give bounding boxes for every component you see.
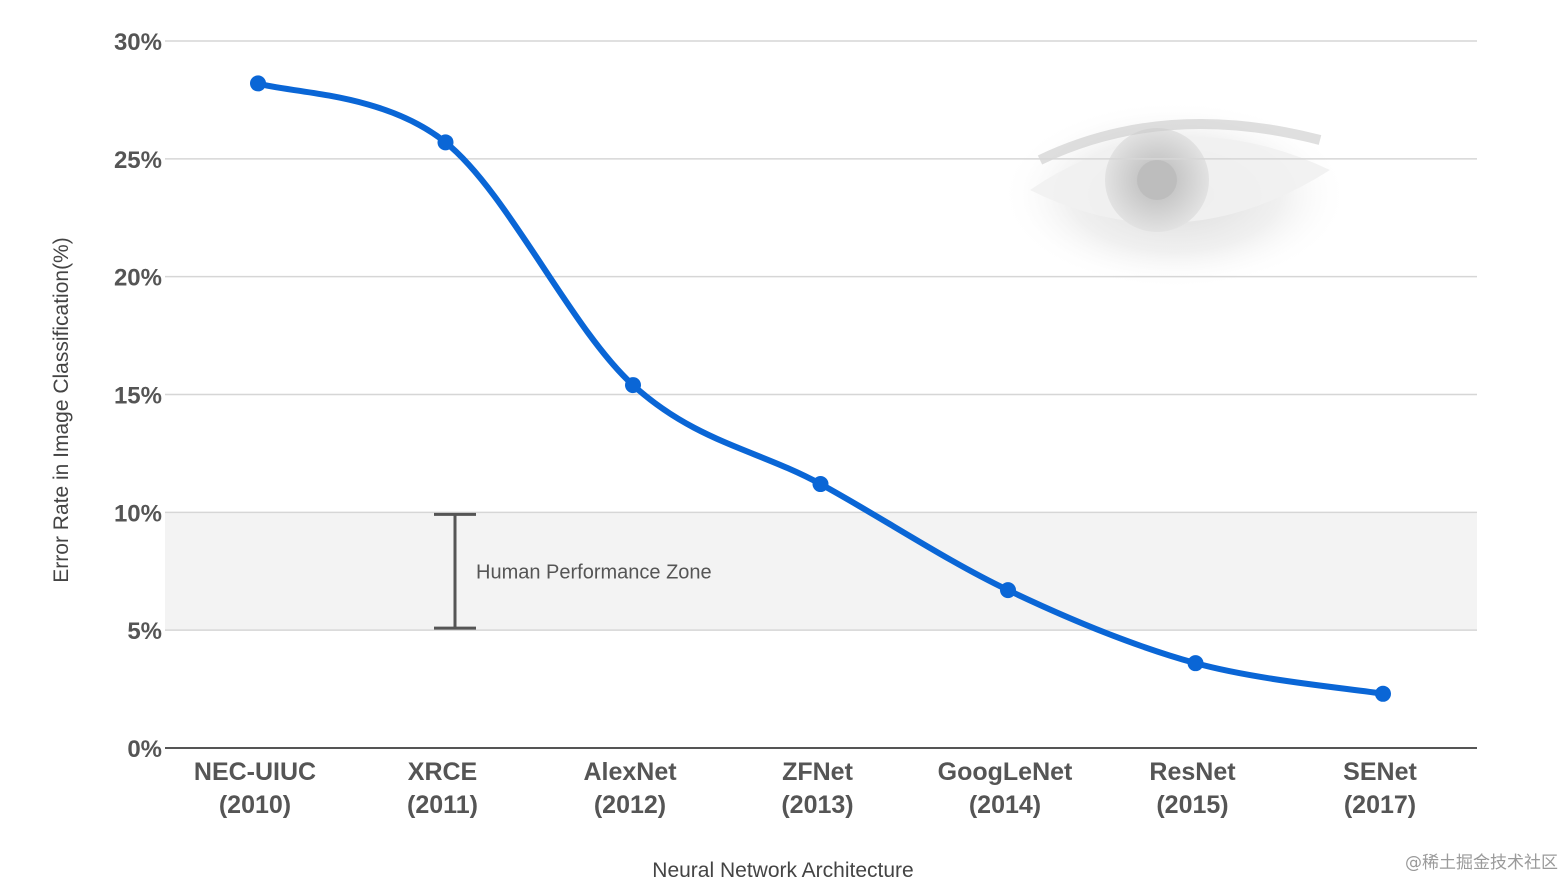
x-category-year: (2014) (969, 791, 1041, 819)
data-point-alexnet (625, 377, 641, 394)
human-performance-band (165, 512, 1477, 631)
x-category-name: GoogLeNet (938, 758, 1073, 786)
x-category-name: ResNet (1149, 758, 1236, 786)
x-category-year: (2012) (594, 791, 666, 819)
y-tick-labels: 0% 5% 10% 15% 20% 25% 30% (114, 29, 162, 763)
watermark-text: @稀土掘金技术社区 (1405, 853, 1558, 873)
data-point-nec-uiuc (250, 75, 266, 92)
x-category-year: (2015) (1156, 791, 1228, 819)
x-category-year: (2013) (781, 791, 853, 819)
data-point-resnet (1187, 655, 1204, 672)
y-tick-label: 15% (114, 383, 162, 410)
y-axis-title: Error Rate in Image Classification(%) (50, 237, 73, 582)
x-axis-title: Neural Network Architecture (652, 859, 913, 880)
data-point-googlenet (1000, 582, 1016, 599)
band-label: Human Performance Zone (476, 561, 712, 583)
y-tick-label: 5% (127, 618, 162, 645)
bands (165, 512, 1477, 631)
x-category-name: SENet (1343, 758, 1417, 786)
y-tick-label: 20% (114, 265, 162, 292)
x-category-year: (2010) (219, 791, 291, 819)
band-range-marker (434, 512, 476, 630)
x-category-name: XRCE (408, 758, 477, 786)
x-category-year: (2011) (407, 791, 478, 819)
y-tick-label: 0% (127, 736, 162, 763)
gridlines (165, 40, 1477, 749)
annotations: Human Performance Zone (434, 512, 712, 630)
y-tick-label: 10% (114, 500, 162, 527)
data-point-zfnet (812, 476, 829, 493)
x-category-name: AlexNet (583, 758, 677, 786)
x-category-labels: NEC-UIUC (2010) XRCE (2011) AlexNet (2012) ZFN… (194, 758, 1418, 819)
data-point-xrce (437, 134, 454, 151)
data-point-senet (1375, 685, 1391, 702)
x-category-name: NEC-UIUC (194, 758, 316, 786)
series (250, 75, 1391, 702)
y-tick-label: 30% (114, 29, 162, 56)
eye-image (1000, 100, 1350, 290)
y-tick-label: 25% (114, 147, 162, 174)
x-category-year: (2017) (1344, 791, 1416, 819)
x-category-name: ZFNet (782, 758, 854, 786)
